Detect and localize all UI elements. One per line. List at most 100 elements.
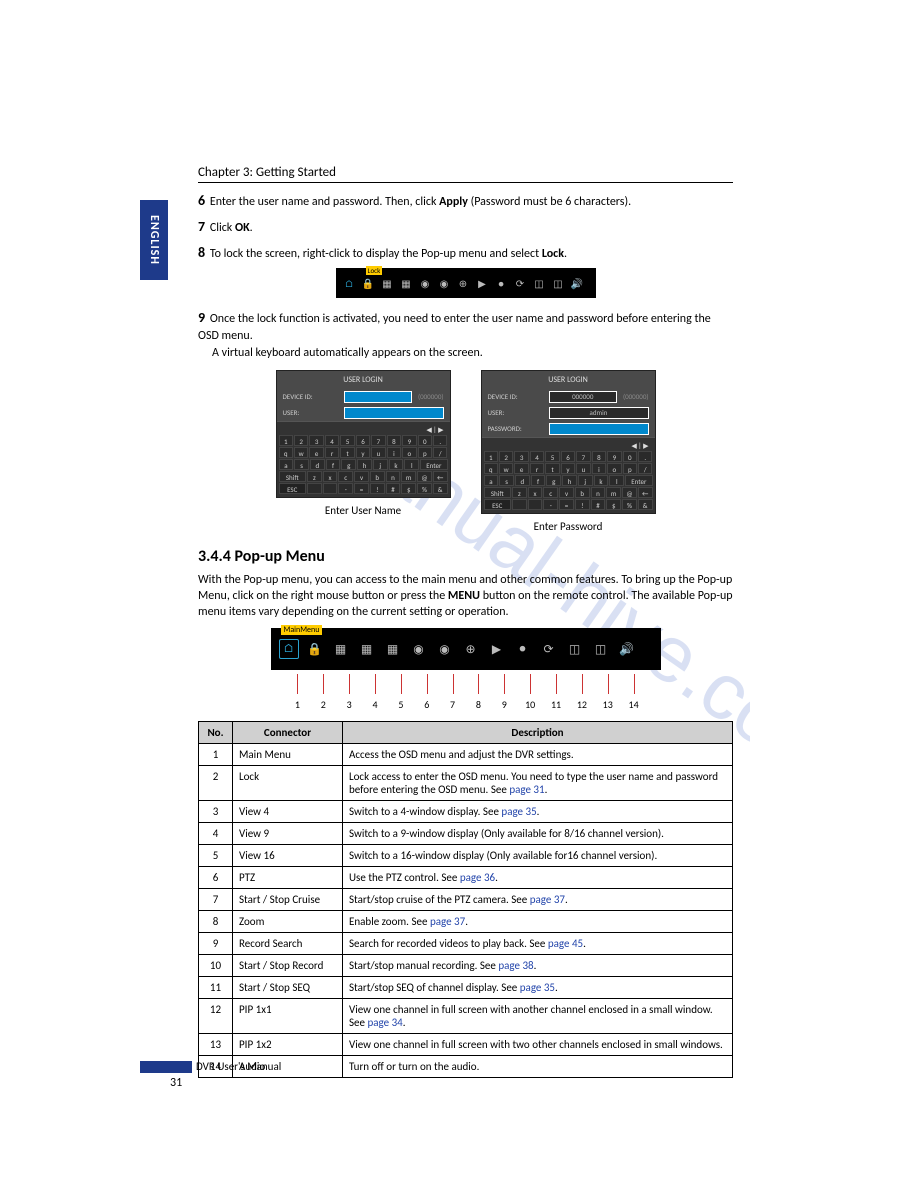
vkb-key[interactable]: 5 — [545, 451, 559, 462]
vkb-key[interactable]: 9 — [607, 451, 621, 462]
page-link[interactable]: page 36 — [460, 871, 495, 884]
vkb-key[interactable]: u — [371, 447, 385, 458]
vkb-key[interactable] — [323, 483, 338, 494]
vkb-key[interactable]: 8 — [387, 435, 401, 446]
password-input[interactable] — [549, 423, 649, 435]
vkb-key[interactable]: ← — [433, 471, 448, 482]
vkb-key[interactable]: h — [357, 459, 372, 470]
vkb-key[interactable]: e — [514, 463, 528, 474]
vkb-key[interactable]: 6 — [561, 451, 575, 462]
audio-icon[interactable]: 🔊 — [617, 639, 637, 659]
zoom-icon[interactable]: ⊕ — [456, 276, 471, 291]
vkb-key[interactable]: - — [543, 499, 558, 510]
vkb-key[interactable]: z — [307, 471, 322, 482]
vkb-key[interactable]: / — [638, 463, 652, 474]
vkb-key[interactable]: e — [309, 447, 323, 458]
view16-icon[interactable]: ▦ — [383, 639, 403, 659]
vkb-key[interactable]: g — [341, 459, 356, 470]
view4-icon[interactable]: ▦ — [331, 639, 351, 659]
vkb-key[interactable]: s — [294, 459, 309, 470]
vkb-key[interactable]: y — [356, 447, 370, 458]
vkb-key[interactable]: r — [530, 463, 544, 474]
vkb-key[interactable]: d — [310, 459, 325, 470]
audio-icon[interactable]: 🔊 — [570, 276, 585, 291]
vkb-key[interactable]: Enter — [625, 475, 652, 486]
seq-icon[interactable]: ⟳ — [539, 639, 559, 659]
vkb-key[interactable]: x — [323, 471, 338, 482]
vkb-key[interactable]: ESC — [279, 483, 306, 494]
vkb-key[interactable]: 4 — [325, 435, 339, 446]
vkb-key[interactable]: ESC — [484, 499, 511, 510]
vkb-key[interactable]: q — [279, 447, 293, 458]
page-link[interactable]: page 45 — [548, 937, 583, 950]
vkb-key[interactable]: d — [515, 475, 530, 486]
vkb-key[interactable]: m — [401, 471, 416, 482]
vkb-key[interactable]: r — [325, 447, 339, 458]
vkb-key[interactable]: 1 — [484, 451, 498, 462]
vkb-key[interactable]: ! — [370, 483, 385, 494]
vkb-key[interactable]: w — [294, 447, 308, 458]
vkb-key[interactable]: 3 — [309, 435, 323, 446]
view9-icon[interactable]: ▦ — [399, 276, 414, 291]
vkb-key[interactable]: 9 — [402, 435, 416, 446]
vkb-key[interactable]: s — [499, 475, 514, 486]
vkb-key[interactable]: ! — [575, 499, 590, 510]
record-icon[interactable]: ● — [494, 276, 509, 291]
vkb-key[interactable]: v — [354, 471, 369, 482]
vkb-key[interactable]: c — [338, 471, 353, 482]
vkb-key[interactable]: - — [338, 483, 353, 494]
vkb-arrows[interactable]: ◀ | ▶ — [484, 440, 653, 451]
vkb-key[interactable]: # — [591, 499, 606, 510]
vkb-key[interactable]: = — [559, 499, 574, 510]
vkb-key[interactable]: @ — [417, 471, 432, 482]
vkb-key[interactable]: j — [578, 475, 593, 486]
device-id-input[interactable] — [344, 391, 412, 403]
vkb-key[interactable]: 0 — [418, 435, 432, 446]
page-link[interactable]: page 35 — [501, 805, 536, 818]
vkb-key[interactable]: q — [484, 463, 498, 474]
vkb-key[interactable]: z — [512, 487, 527, 498]
user-input[interactable] — [344, 407, 444, 419]
pip2-icon[interactable]: ◫ — [591, 639, 611, 659]
pip2-icon[interactable]: ◫ — [551, 276, 566, 291]
vkb-key[interactable]: 1 — [279, 435, 293, 446]
vkb-key[interactable]: u — [576, 463, 590, 474]
vkb-key[interactable]: # — [386, 483, 401, 494]
page-link[interactable]: page 34 — [368, 1016, 403, 1029]
vkb-key[interactable]: 8 — [592, 451, 606, 462]
vkb-key[interactable]: l — [609, 475, 624, 486]
vkb-key[interactable]: i — [387, 447, 401, 458]
vkb-key[interactable]: l — [404, 459, 419, 470]
vkb-key[interactable]: . — [433, 435, 447, 446]
vkb-key[interactable]: i — [592, 463, 606, 474]
ptz-icon[interactable]: ◉ — [409, 639, 429, 659]
vkb-key[interactable]: Shift — [279, 471, 306, 482]
vkb-key[interactable] — [307, 483, 322, 494]
vkb-key[interactable]: $ — [401, 483, 416, 494]
vkb-key[interactable]: & — [433, 483, 448, 494]
vkb-key[interactable]: b — [370, 471, 385, 482]
vkb-key[interactable]: 3 — [514, 451, 528, 462]
vkb-key[interactable]: w — [499, 463, 513, 474]
vkb-key[interactable]: ← — [638, 487, 653, 498]
vkb-key[interactable]: o — [607, 463, 621, 474]
vkb-key[interactable]: k — [389, 459, 404, 470]
pip1-icon[interactable]: ◫ — [565, 639, 585, 659]
vkb-key[interactable]: m — [606, 487, 621, 498]
vkb-key[interactable]: v — [559, 487, 574, 498]
vkb-key[interactable]: y — [561, 463, 575, 474]
cruise-icon[interactable]: ◉ — [437, 276, 452, 291]
lock-icon[interactable]: 🔒 — [361, 276, 376, 291]
vkb-key[interactable]: = — [354, 483, 369, 494]
vkb-key[interactable]: b — [575, 487, 590, 498]
vkb-key[interactable]: g — [546, 475, 561, 486]
vkb-key[interactable]: t — [340, 447, 354, 458]
vkb-key[interactable]: & — [638, 499, 653, 510]
vkb-key[interactable]: c — [543, 487, 558, 498]
vkb-key[interactable]: p — [623, 463, 637, 474]
vkb-key[interactable]: f — [531, 475, 546, 486]
zoom-icon[interactable]: ⊕ — [461, 639, 481, 659]
page-link[interactable]: page 38 — [498, 959, 533, 972]
vkb-arrows[interactable]: ◀ | ▶ — [279, 424, 448, 435]
lock-icon[interactable]: 🔒 — [305, 639, 325, 659]
